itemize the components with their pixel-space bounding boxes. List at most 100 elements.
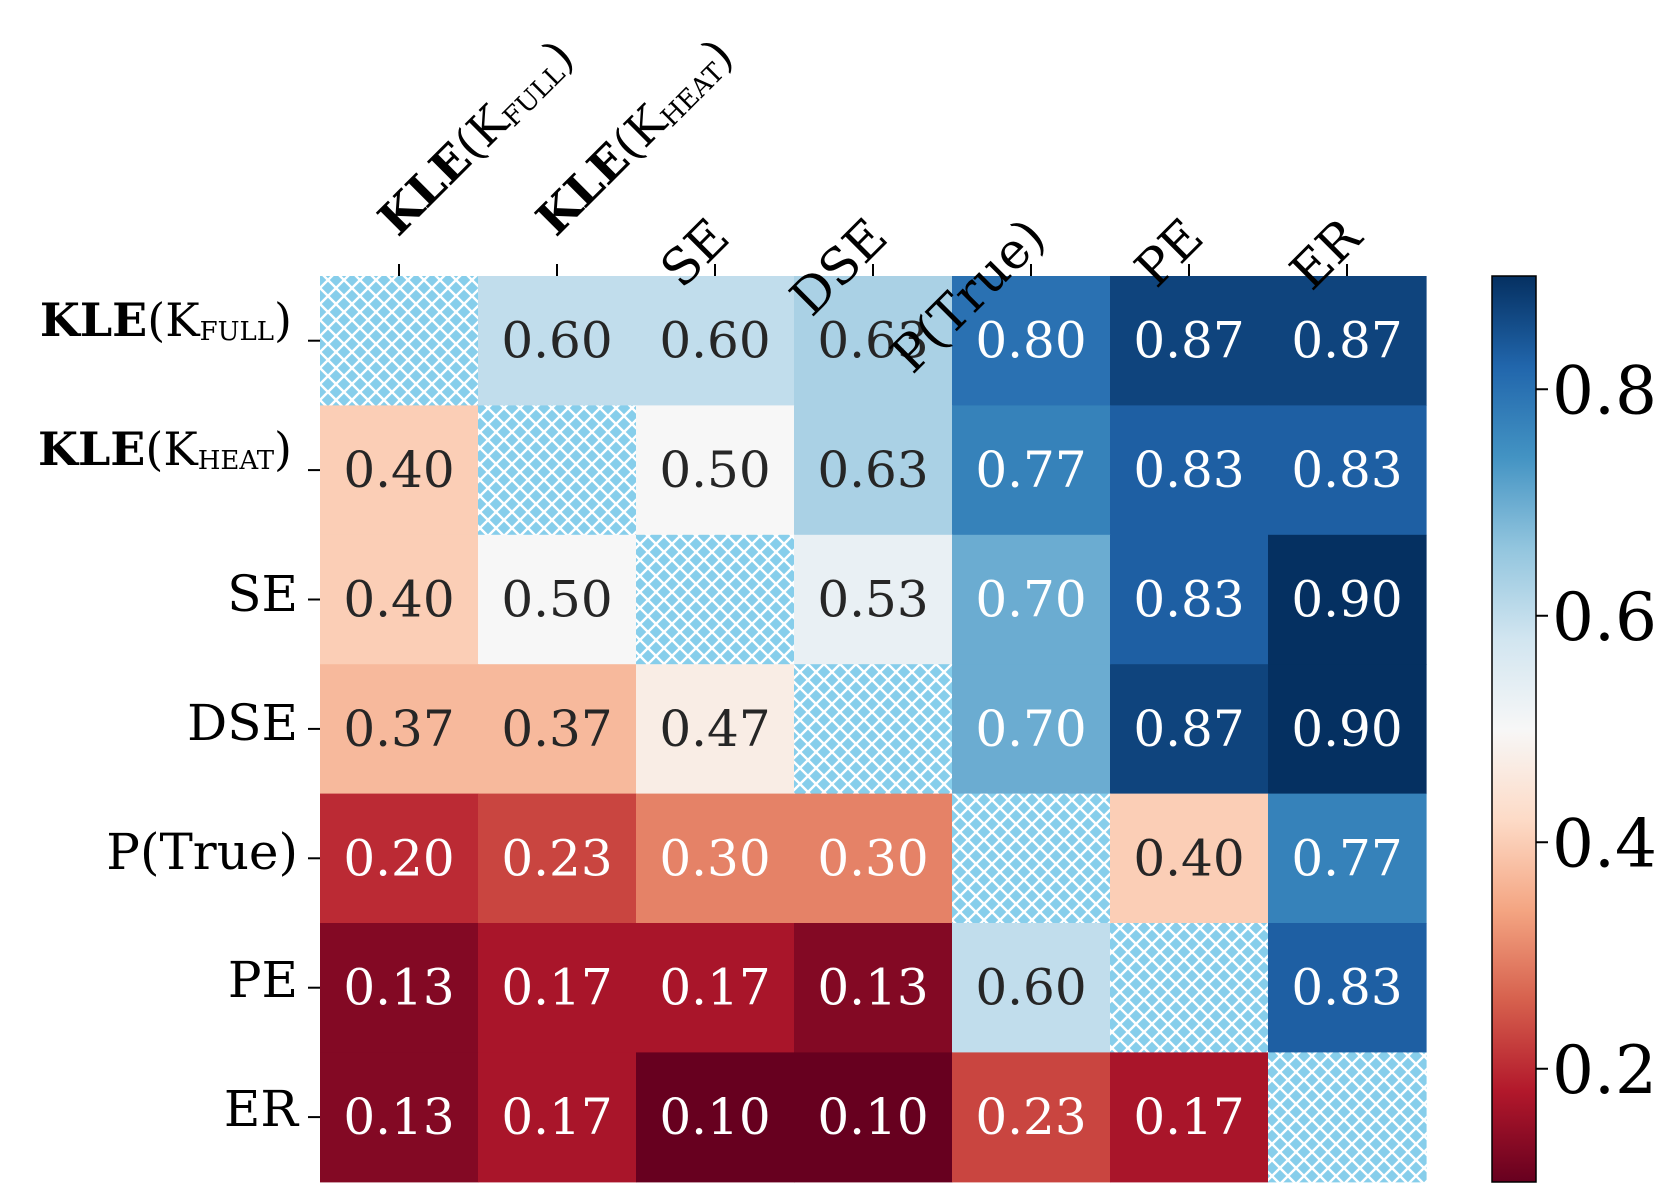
cell-value-label: 0.23 — [501, 829, 612, 887]
heatmap-cell — [478, 534, 637, 665]
heatmap-cell — [636, 1052, 795, 1183]
heatmap-cell — [952, 405, 1111, 536]
y-label-kle-full-sub: FULL — [200, 317, 274, 347]
heatmap-cell — [1268, 793, 1427, 924]
cell-value-label: 0.63 — [817, 441, 928, 499]
heatmap-cell — [320, 664, 479, 795]
heatmap-cell — [794, 534, 953, 665]
heatmap-cell — [320, 923, 479, 1053]
cell-value-label: 0.83 — [1133, 441, 1244, 499]
cell-value-label: 0.17 — [501, 959, 612, 1017]
cell-value-label: 0.40 — [343, 571, 454, 629]
heatmap-cell — [636, 664, 795, 795]
cell-value-label: 0.17 — [1133, 1088, 1244, 1146]
y-label-kle-heat-open: (K — [145, 422, 199, 476]
heatmap-cell — [478, 1052, 637, 1183]
cell-value-label: 0.60 — [975, 959, 1086, 1017]
y-label-dse: DSE — [187, 694, 298, 752]
y-label-kle-full: KLE(KFULL) — [40, 293, 292, 347]
cell-value-label: 0.37 — [343, 700, 454, 758]
cell-value-label: 0.17 — [501, 1088, 612, 1146]
cell-value-label: 0.10 — [659, 1088, 770, 1146]
cell-value-label: 0.87 — [1291, 312, 1402, 370]
y-label-kle-heat-sub: HEAT — [198, 446, 275, 476]
heatmap-cell — [794, 405, 953, 536]
cell-value-label: 0.83 — [1291, 959, 1402, 1017]
y-label-kle-heat-close: ) — [274, 422, 292, 476]
heatmap-cell — [478, 923, 637, 1053]
cell-value-label: 0.83 — [1291, 441, 1402, 499]
colorbar-tick-label: 0.8 — [1552, 352, 1657, 429]
heatmap-cell — [320, 405, 479, 536]
heatmap-cell — [952, 664, 1111, 795]
heatmap-cell — [636, 405, 795, 536]
heatmap-cell — [1110, 276, 1269, 406]
y-label-er: ER — [224, 1080, 299, 1138]
heatmap-cell — [478, 276, 637, 406]
y-label-pe: PE — [228, 951, 298, 1009]
cell-value-label: 0.70 — [975, 571, 1086, 629]
heatmap-cell — [794, 923, 953, 1053]
heatmap-cell — [1268, 405, 1427, 536]
colorbar: 0.2 0.4 0.6 0.8 — [1491, 275, 1657, 1183]
heatmap-cell — [478, 664, 637, 795]
cell-value-label: 0.90 — [1291, 700, 1402, 758]
heatmap-cell — [952, 276, 1111, 406]
cell-value-label: 0.37 — [501, 700, 612, 758]
y-label-ptrue: P(True) — [106, 823, 298, 881]
cell-value-label: 0.63 — [817, 312, 928, 370]
y-axis: KLE(KFULL) KLE(KHEAT) SE DSE P(True) PE … — [38, 293, 320, 1138]
cell-value-label: 0.53 — [817, 571, 928, 629]
cell-value-label: 0.23 — [975, 1088, 1086, 1146]
y-label-kle-full-close: ) — [274, 293, 292, 347]
heatmap-cell — [636, 923, 795, 1053]
cell-value-label: 0.60 — [659, 312, 770, 370]
colorbar-gradient — [1491, 275, 1537, 1183]
cell-value-label: 0.87 — [1133, 700, 1244, 758]
cell-value-label: 0.40 — [1133, 829, 1244, 887]
heatmap-cell — [952, 923, 1111, 1053]
y-label-kle-full-open: (K — [147, 293, 201, 347]
cell-value-label: 0.70 — [975, 700, 1086, 758]
cell-value-label: 0.40 — [343, 441, 454, 499]
heatmap-cell — [1268, 664, 1427, 795]
heatmap-cells — [320, 276, 1427, 1183]
heatmap-cell — [320, 534, 479, 665]
cell-value-label: 0.13 — [343, 959, 454, 1017]
cell-value-label: 0.83 — [1133, 571, 1244, 629]
heatmap-cell — [952, 1052, 1111, 1183]
heatmap-cell — [1110, 664, 1269, 795]
cell-value-label: 0.13 — [343, 1088, 454, 1146]
cell-value-label: 0.80 — [975, 312, 1086, 370]
heatmap-cell — [478, 405, 637, 536]
x-ticks — [398, 264, 1348, 276]
heatmap-cell — [636, 534, 795, 665]
y-ticks — [308, 339, 320, 1119]
heatmap-cell — [320, 793, 479, 924]
heatmap-cell — [1268, 276, 1427, 406]
heatmap-cell — [1268, 1052, 1427, 1183]
cell-value-label: 0.30 — [659, 829, 770, 887]
cell-value-label: 0.77 — [975, 441, 1086, 499]
cell-value-label: 0.50 — [501, 571, 612, 629]
cell-value-label: 0.47 — [659, 700, 770, 758]
y-label-se: SE — [227, 565, 298, 623]
heatmap-cell — [794, 276, 953, 406]
cell-value-label: 0.17 — [659, 959, 770, 1017]
cell-value-label: 0.13 — [817, 959, 928, 1017]
heatmap-cell — [636, 276, 795, 406]
heatmap-cell — [794, 1052, 953, 1183]
heatmap-cell — [1268, 534, 1427, 665]
heatmap-cell — [1110, 1052, 1269, 1183]
colorbar-tick-label: 0.4 — [1552, 805, 1657, 882]
heatmap-cell — [1268, 923, 1427, 1053]
colorbar-ticks: 0.2 0.4 0.6 0.8 — [1536, 352, 1657, 1109]
cell-value-label: 0.30 — [817, 829, 928, 887]
y-label-kle-full-bold: KLE — [40, 293, 147, 347]
cell-value-label: 0.10 — [817, 1088, 928, 1146]
heatmap-cell — [794, 793, 953, 924]
heatmap-cell-labels: 0.60 0.60 0.63 0.80 0.87 0.87 0.40 0.50 0.63 0.77… — [343, 312, 1402, 1146]
colorbar-tick-label: 0.6 — [1552, 579, 1657, 656]
heatmap-cell — [478, 793, 637, 924]
